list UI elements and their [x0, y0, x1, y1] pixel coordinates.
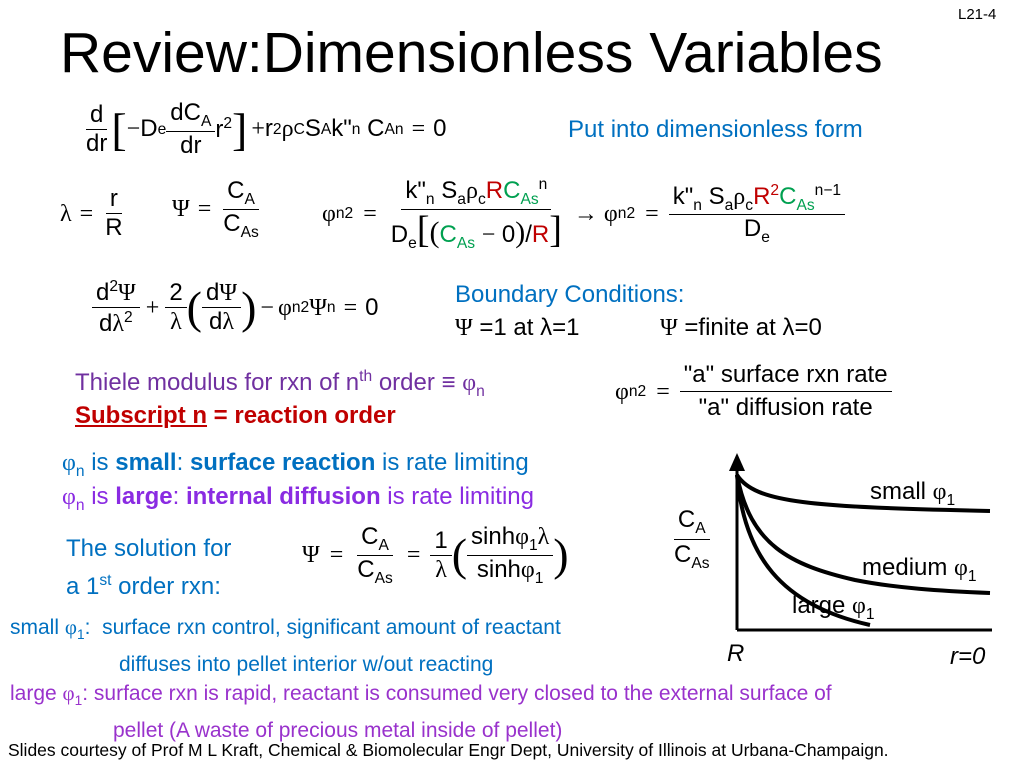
curve-small-phi: [735, 473, 991, 513]
curve-large-phi: [735, 474, 871, 627]
boundary-condition-2: Ψ =finite at λ=0: [660, 314, 822, 341]
graph-y-label: CA CAs: [673, 506, 710, 572]
thiele-modulus-text: Thiele modulus for rxn of nth order ≡ φn: [75, 368, 485, 400]
slide-number: L21-4: [958, 6, 997, 23]
curve-label-large: large φ1: [792, 592, 875, 623]
solution-label: The solution for a 1st order rxn:: [66, 535, 232, 600]
credits-footer: Slides courtesy of Prof M L Kraft, Chemi…: [8, 740, 889, 760]
curve-label-medium: medium φ1: [862, 554, 977, 585]
y-axis-arrow: [729, 453, 745, 471]
page-title: Review:Dimensionless Variables: [60, 21, 883, 85]
curve-label-small: small φ1: [870, 478, 956, 509]
large-phi-note: large φ1: surface rxn is rapid, reactant…: [10, 681, 832, 743]
x-axis-label-r0: r=0: [950, 643, 986, 670]
psi-definition: Ψ = CA CAs: [172, 177, 259, 241]
dimensionless-form-note: Put into dimensionless form: [568, 116, 863, 143]
thiele-ratio: φ n 2 = "a" surface rxn rate "a" diffusion r…: [615, 361, 892, 422]
large-phi-line: φn is large: internal diffusion is rate …: [62, 483, 534, 514]
subscript-note: Subscript n = reaction order: [75, 402, 396, 429]
curve-medium-phi: [735, 474, 991, 595]
small-phi-line: φn is small: surface reaction is rate li…: [62, 449, 529, 480]
small-phi-note: small φ1: surface rxn control, significa…: [10, 615, 561, 677]
x-axis-label-R: R: [727, 640, 745, 667]
boundary-conditions-title: Boundary Conditions:: [455, 281, 685, 308]
concentration-profile-graph: [729, 453, 992, 632]
boundary-condition-1: Ψ =1 at λ=1: [455, 314, 580, 341]
